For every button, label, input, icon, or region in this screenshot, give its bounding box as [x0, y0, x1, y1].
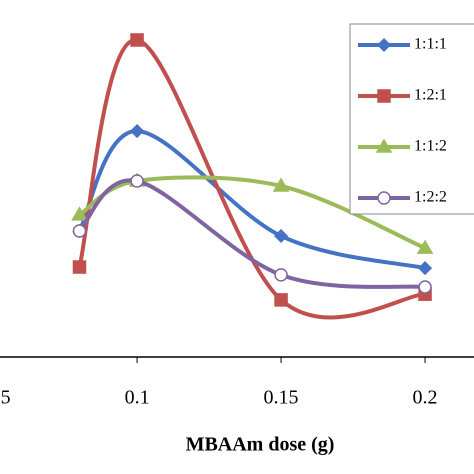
marker	[417, 261, 433, 276]
x-tick-label: 0.15	[264, 387, 299, 409]
marker	[274, 268, 288, 282]
marker	[130, 33, 144, 47]
marker	[130, 174, 144, 188]
series-line	[77, 178, 426, 290]
legend-marker	[377, 191, 391, 205]
legend-label: 1:2:1	[414, 87, 447, 104]
legend-label: 1:1:1	[414, 36, 447, 53]
marker	[130, 123, 145, 139]
marker	[274, 293, 288, 307]
x-tick-label: 0.1	[125, 387, 150, 409]
x-tick-label: 0.2	[413, 387, 438, 409]
marker	[416, 239, 434, 254]
legend-marker	[377, 89, 391, 103]
marker	[71, 206, 88, 221]
series-line	[77, 37, 426, 320]
legend-marker	[375, 138, 393, 153]
marker	[273, 228, 289, 244]
marker	[272, 177, 290, 192]
x-tick-label: 0.05	[0, 387, 11, 409]
marker	[418, 280, 432, 294]
legend-marker	[376, 37, 392, 53]
series-line	[77, 129, 426, 271]
x-axis-label: MBAAm dose (g)	[186, 434, 335, 456]
marker	[72, 224, 87, 238]
legend-box	[349, 23, 474, 215]
marker	[72, 260, 87, 274]
legend-label: 1:1:2	[414, 138, 447, 155]
legend-label: 1:2:2	[414, 189, 447, 206]
